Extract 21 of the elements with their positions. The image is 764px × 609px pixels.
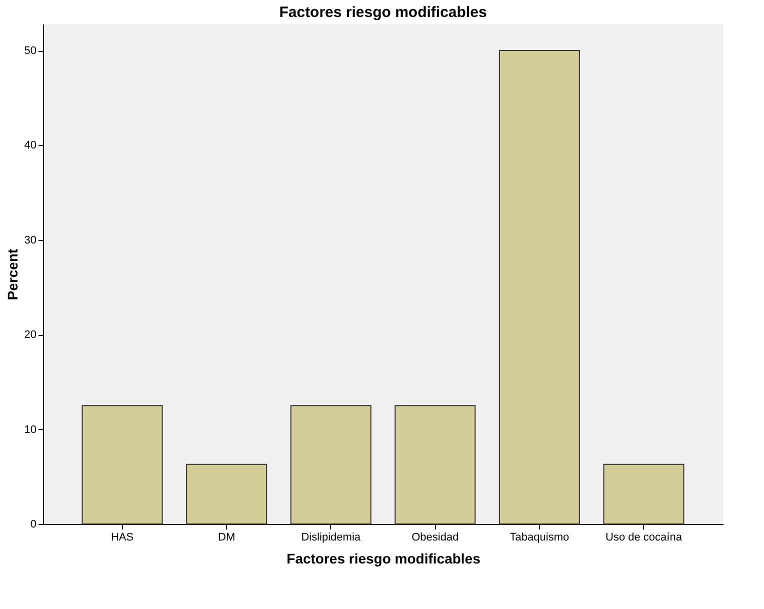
y-tick-label: 40 [24,140,36,152]
bar [603,464,684,524]
bar [82,405,163,524]
y-tick-label: 30 [24,234,36,246]
bar [394,405,476,524]
y-tick-label: 0 [30,518,36,530]
y-tick-label: 10 [24,424,36,436]
y-axis-title: Percent [4,248,20,300]
bar [290,405,372,524]
x-axis-title: Factores riesgo modificables [286,550,481,566]
bar [186,464,268,524]
y-tick-label: 20 [24,329,36,342]
x-tick-label: Tabaquismo [510,532,570,544]
chart-title: Factores riesgo modificables [279,4,487,21]
y-tick-label: 50 [24,45,36,58]
bar [498,50,580,524]
x-tick-label: DM [218,532,236,544]
x-tick-label: HAS [110,532,134,544]
x-tick-label: Obesidad [412,532,459,544]
x-tick-label: Uso de cocaína [606,532,683,544]
x-tick-label: Dislipidemia [301,532,362,544]
